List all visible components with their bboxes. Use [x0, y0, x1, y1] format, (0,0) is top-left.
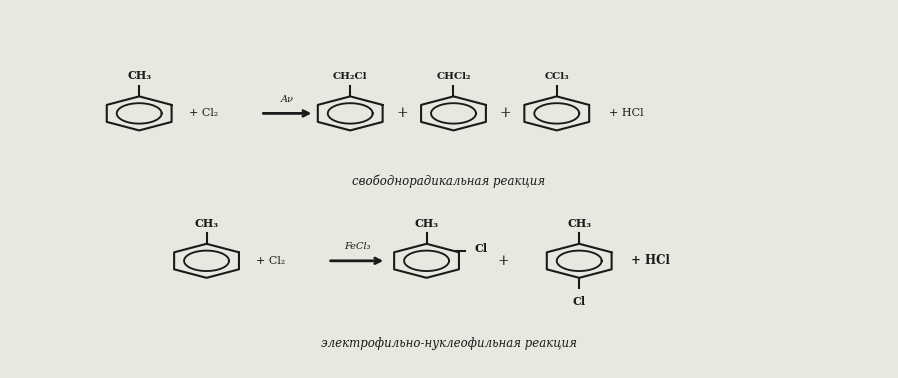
Text: CH₃: CH₃ [195, 218, 218, 229]
Text: + HCl: + HCl [631, 254, 670, 267]
Text: + HCl: + HCl [609, 108, 644, 118]
Text: CHCl₂: CHCl₂ [436, 72, 471, 81]
Text: +: + [497, 254, 508, 268]
Text: CH₃: CH₃ [568, 218, 591, 229]
Text: FeCl₃: FeCl₃ [344, 242, 370, 251]
Text: + Cl₂: + Cl₂ [189, 108, 218, 118]
Text: CCl₃: CCl₃ [544, 72, 569, 81]
Text: Aν: Aν [281, 95, 294, 104]
Text: + Cl₂: + Cl₂ [256, 256, 286, 266]
Text: Cl: Cl [573, 296, 585, 307]
Text: CH₃: CH₃ [415, 218, 438, 229]
Text: электрофильно-нуклеофильная реакция: электрофильно-нуклеофильная реакция [321, 338, 577, 350]
Text: +: + [397, 106, 408, 121]
Text: CH₃: CH₃ [128, 70, 151, 81]
Text: +: + [500, 106, 511, 121]
Text: Cl: Cl [474, 243, 488, 254]
Text: CH₂Cl: CH₂Cl [333, 72, 367, 81]
Text: свободнорадикальная реакция: свободнорадикальная реакция [352, 175, 546, 188]
